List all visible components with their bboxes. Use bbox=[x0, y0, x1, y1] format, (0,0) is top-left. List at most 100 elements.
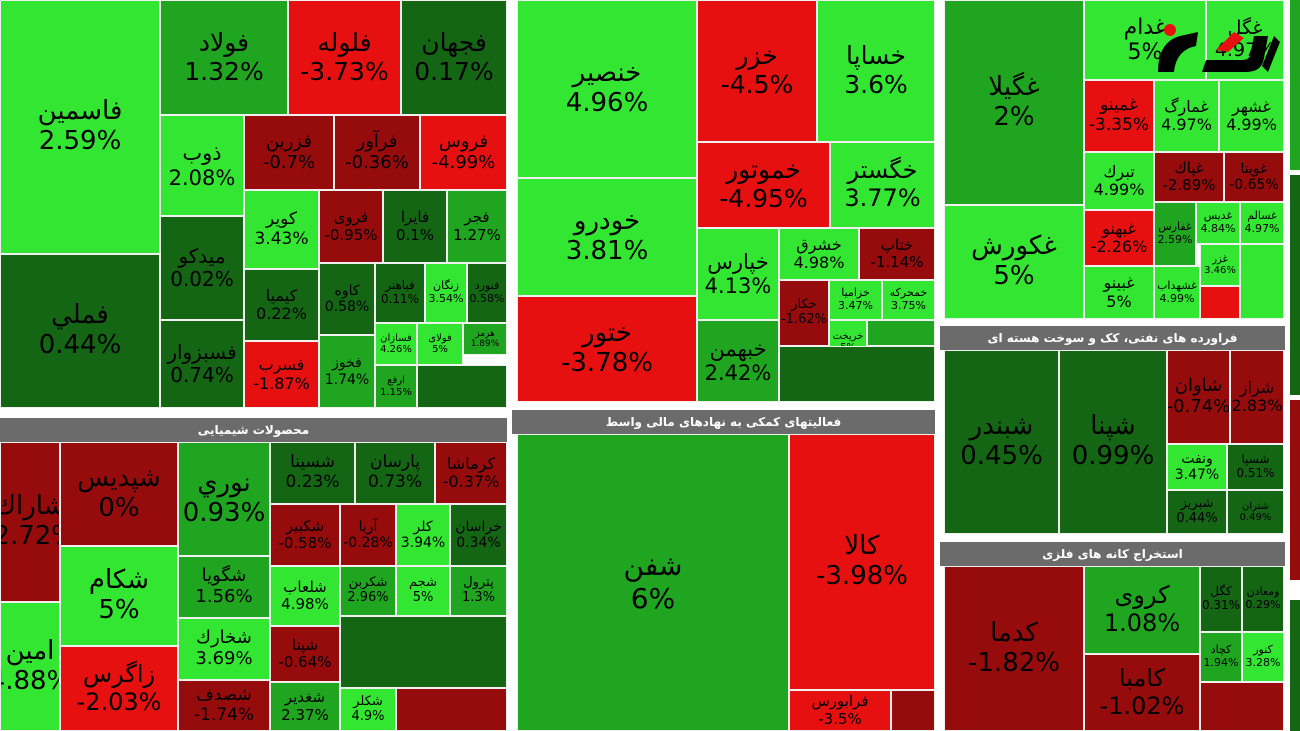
tile[interactable]: شکلر 4.9% bbox=[340, 688, 396, 731]
tile[interactable]: غبینو 5% bbox=[1084, 266, 1154, 319]
tile[interactable]: فزرین -0.7% bbox=[244, 115, 334, 190]
tile[interactable]: شپنا 0.99% bbox=[1059, 350, 1167, 534]
tile[interactable]: هرمز 1.89% bbox=[463, 323, 507, 355]
tile[interactable]: حکار -1.62% bbox=[779, 280, 829, 346]
tile[interactable]: فخوز 1.74% bbox=[319, 335, 375, 408]
tile[interactable]: خراسان 0.34% bbox=[450, 504, 507, 566]
tile[interactable]: زنگان 3.54% bbox=[425, 263, 467, 323]
tile[interactable]: فولای 5% bbox=[417, 323, 463, 365]
tile[interactable]: شسینا 0.23% bbox=[270, 442, 355, 504]
tile[interactable]: فباهنر 0.11% bbox=[375, 263, 425, 323]
tile[interactable]: فروی -0.95% bbox=[319, 190, 383, 263]
tile[interactable]: غشهر 4.99% bbox=[1219, 80, 1284, 152]
tile[interactable]: فاسمین 2.59% bbox=[0, 0, 160, 254]
tile[interactable]: غپاك -2.89% bbox=[1154, 152, 1224, 202]
tile[interactable]: شکبیر -0.58% bbox=[270, 504, 340, 566]
tile[interactable]: شجم 5% bbox=[396, 566, 450, 616]
tile[interactable]: ذوب 2.08% bbox=[160, 115, 244, 216]
tile[interactable]: غویتا -0.65% bbox=[1224, 152, 1284, 202]
tile[interactable]: خبهمن 2.42% bbox=[697, 320, 779, 402]
tile[interactable]: غگیلا 2% bbox=[944, 0, 1084, 205]
tile[interactable]: شصدف -1.74% bbox=[178, 680, 270, 731]
tile[interactable]: کامبا -1.02% bbox=[1084, 654, 1200, 731]
tile[interactable]: فلوله -3.73% bbox=[288, 0, 401, 115]
tile[interactable]: فنورد 0.58% bbox=[467, 263, 507, 323]
tile[interactable]: کویر 3.43% bbox=[244, 190, 319, 269]
tile[interactable]: ارفع 1.15% bbox=[375, 365, 417, 408]
tile[interactable]: فجهان 0.17% bbox=[401, 0, 507, 115]
tile[interactable]: کرماشا -0.37% bbox=[435, 442, 507, 504]
tile[interactable]: غمارگ 4.97% bbox=[1154, 80, 1219, 152]
tile[interactable]: غفارس 2.59% bbox=[1154, 202, 1196, 266]
tile[interactable]: فرابورس -3.5% bbox=[789, 690, 891, 731]
tile[interactable]: خپارس 4.13% bbox=[697, 228, 779, 320]
tile[interactable]: ختور -3.78% bbox=[517, 296, 697, 402]
tile[interactable]: شفن 6% bbox=[517, 434, 789, 731]
tile[interactable]: شپدیس 0% bbox=[60, 442, 178, 546]
tile[interactable]: غدیس 4.84% bbox=[1196, 202, 1240, 244]
tile[interactable]: فسازان 4.26% bbox=[375, 323, 417, 365]
tile[interactable]: شکربن 2.96% bbox=[340, 566, 396, 616]
tile-change-percent: 0.58% bbox=[469, 292, 505, 305]
tile[interactable]: خگستر 3.77% bbox=[830, 142, 935, 228]
tile[interactable]: غکورش 5% bbox=[944, 205, 1084, 319]
tile[interactable]: کگل 0.31% bbox=[1200, 566, 1242, 632]
tile[interactable]: شبندر 0.45% bbox=[944, 350, 1059, 534]
tile[interactable]: ومعادن 0.29% bbox=[1242, 566, 1284, 632]
tile[interactable]: خودرو 3.81% bbox=[517, 178, 697, 296]
tile[interactable]: شاراك-2.72% bbox=[0, 442, 60, 602]
tile[interactable]: خزر -4.5% bbox=[697, 0, 817, 142]
tile[interactable]: شراز 2.83% bbox=[1230, 350, 1284, 444]
tile[interactable]: شبریز 0.44% bbox=[1167, 490, 1227, 534]
tile[interactable]: خموتور -4.95% bbox=[697, 142, 830, 228]
tile[interactable]: فایرا 0.1% bbox=[383, 190, 447, 263]
tile[interactable]: شغدیر 2.37% bbox=[270, 682, 340, 731]
tile[interactable]: خمحرکه 3.75% bbox=[882, 280, 935, 320]
tile[interactable]: امين4.88% bbox=[0, 602, 60, 731]
tile[interactable]: کیمیا 0.22% bbox=[244, 269, 319, 341]
tile[interactable]: میدکو 0.02% bbox=[160, 216, 244, 320]
tile[interactable]: کاوه 0.58% bbox=[319, 263, 375, 335]
tile[interactable]: تبرك 4.99% bbox=[1084, 152, 1154, 210]
tile[interactable]: زاگرس -2.03% bbox=[60, 646, 178, 731]
tile[interactable]: شکام 5% bbox=[60, 546, 178, 646]
tile[interactable]: کالا -3.98% bbox=[789, 434, 935, 690]
tile[interactable]: شسپا 0.51% bbox=[1227, 444, 1284, 490]
tile[interactable]: شپنا -0.64% bbox=[270, 626, 340, 682]
tile[interactable]: غزر 3.46% bbox=[1200, 244, 1240, 286]
tile[interactable]: فجر 1.27% bbox=[447, 190, 507, 263]
tile[interactable]: خساپا 3.6% bbox=[817, 0, 935, 142]
tile[interactable]: ختاپ -1.14% bbox=[859, 228, 935, 280]
tile[interactable]: خشرق 4.98% bbox=[779, 228, 859, 280]
tile[interactable]: کنور 3.28% bbox=[1242, 632, 1284, 682]
tile[interactable]: غشهداب 4.99% bbox=[1154, 266, 1200, 319]
tile[interactable]: شتران 0.49% bbox=[1227, 490, 1284, 534]
tile[interactable]: غمینو -3.35% bbox=[1084, 80, 1154, 152]
tile[interactable]: کلر 3.94% bbox=[396, 504, 450, 566]
tile[interactable]: غسالم 4.97% bbox=[1240, 202, 1284, 244]
tile[interactable]: نوري 0.93% bbox=[178, 442, 270, 556]
tile[interactable]: خنصير 4.96% bbox=[517, 0, 697, 178]
tile[interactable]: فروس -4.99% bbox=[420, 115, 507, 190]
tile[interactable]: پترول 1.3% bbox=[450, 566, 507, 616]
tile[interactable]: فملي 0.44% bbox=[0, 254, 160, 408]
tile-change-percent: 1.32% bbox=[184, 56, 264, 86]
tile[interactable]: کدما -1.82% bbox=[944, 566, 1084, 731]
tile[interactable]: غدام 5% bbox=[1084, 0, 1206, 80]
tile[interactable]: خزامیا 3.47% bbox=[829, 280, 882, 320]
tile[interactable]: فولاد 1.32% bbox=[160, 0, 288, 115]
tile[interactable]: ونفت 3.47% bbox=[1167, 444, 1227, 490]
tile[interactable]: کروی 1.08% bbox=[1084, 566, 1200, 654]
tile-change-percent: 0.44% bbox=[38, 330, 122, 360]
tile[interactable]: آریا -0.28% bbox=[340, 504, 396, 566]
tile[interactable]: شاوان -0.74% bbox=[1167, 350, 1230, 444]
tile[interactable]: شخارك 3.69% bbox=[178, 618, 270, 680]
tile[interactable]: فسرب -1.87% bbox=[244, 341, 319, 408]
tile[interactable]: غبهنو -2.26% bbox=[1084, 210, 1154, 266]
tile[interactable]: کچاد 1.94% bbox=[1200, 632, 1242, 682]
tile[interactable]: پارسان 0.73% bbox=[355, 442, 435, 504]
tile[interactable]: فسبزوار 0.74% bbox=[160, 320, 244, 408]
tile[interactable]: شلعاب 4.98% bbox=[270, 566, 340, 626]
tile[interactable]: شگویا 1.56% bbox=[178, 556, 270, 618]
tile[interactable]: فرآور -0.36% bbox=[334, 115, 420, 190]
